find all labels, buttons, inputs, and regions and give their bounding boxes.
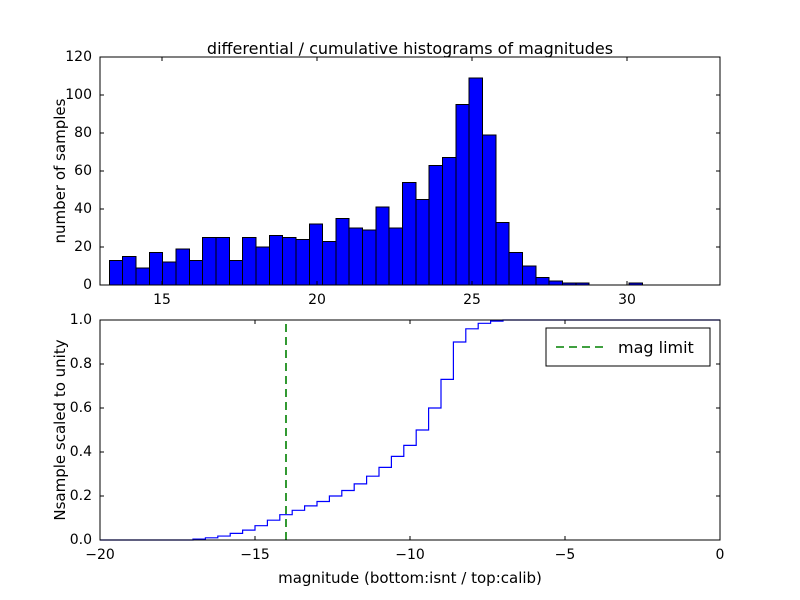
histogram-bar [402, 181, 417, 286]
legend-label: mag limit [618, 338, 694, 357]
histogram-bar [322, 240, 337, 286]
histogram-bar [468, 77, 484, 286]
y-tick-label: 0.0 [69, 532, 92, 548]
histogram-bar [295, 238, 310, 286]
histogram-bar [428, 164, 444, 286]
histogram-bar [215, 237, 230, 286]
x-tick-label: −15 [240, 547, 270, 563]
histogram-bar [228, 259, 244, 286]
histogram-bar [188, 259, 204, 286]
histogram-bar [148, 252, 164, 286]
histogram-bar [135, 267, 150, 286]
histogram-bar [308, 223, 324, 286]
chart-title: differential / cumulative histograms of … [206, 39, 614, 58]
histogram-bar [495, 221, 510, 286]
histogram-bar [442, 157, 457, 286]
y-tick-label: 0.4 [69, 444, 92, 460]
x-tick-label: 0 [715, 547, 725, 563]
histogram-bar [508, 252, 524, 286]
histogram-bar [335, 218, 350, 286]
y-tick-label: 0 [83, 277, 92, 293]
histogram-bar [202, 237, 217, 286]
x-tick-label: 15 [153, 292, 171, 308]
histogram-bar [108, 259, 124, 286]
y-tick-label: 0.6 [69, 400, 92, 416]
histogram-bar [455, 104, 470, 286]
y-tick-label: 120 [65, 49, 92, 65]
y-tick-label: 0.2 [69, 488, 92, 504]
y-tick-label: 0.8 [69, 356, 92, 372]
x-tick-label: 25 [463, 292, 481, 308]
histogram-bar [122, 256, 137, 286]
histogram-bar [388, 227, 404, 286]
histogram-bar [362, 229, 377, 286]
x-tick-label: −10 [395, 547, 425, 563]
histogram-bar [162, 261, 177, 286]
axes [99, 56, 721, 286]
y-tick-label: 60 [74, 163, 92, 179]
histogram-bar [535, 276, 550, 286]
histogram-bar [375, 206, 390, 286]
histogram-bar [522, 265, 537, 286]
histogram-bar [282, 237, 297, 286]
y-tick-label: 100 [65, 87, 92, 103]
histogram-bar [242, 237, 257, 286]
y-tick-label: 40 [74, 201, 92, 217]
histogram-bars [108, 77, 643, 286]
bottom-y-axis-label: Nsample scaled to unity [51, 339, 69, 521]
x-tick-label: 20 [308, 292, 326, 308]
histogram-bar [548, 280, 564, 286]
x-tick-label: −5 [554, 547, 576, 563]
histogram-bar [415, 199, 430, 286]
y-tick-label: 80 [74, 125, 92, 141]
axes [99, 319, 721, 541]
y-tick-label: 1.0 [69, 312, 92, 328]
histogram-bar [482, 134, 497, 286]
histogram-bar [175, 248, 190, 286]
x-tick-label: 30 [618, 292, 636, 308]
x-axis-label: magnitude (bottom:isnt / top:calib) [278, 569, 542, 587]
x-tick-label: −20 [85, 547, 115, 563]
cumulative-step-line [100, 319, 720, 541]
y-tick-label: 20 [74, 239, 92, 255]
histogram-bar [348, 227, 364, 286]
histogram-bar [268, 235, 284, 286]
histogram-bar [255, 246, 270, 286]
